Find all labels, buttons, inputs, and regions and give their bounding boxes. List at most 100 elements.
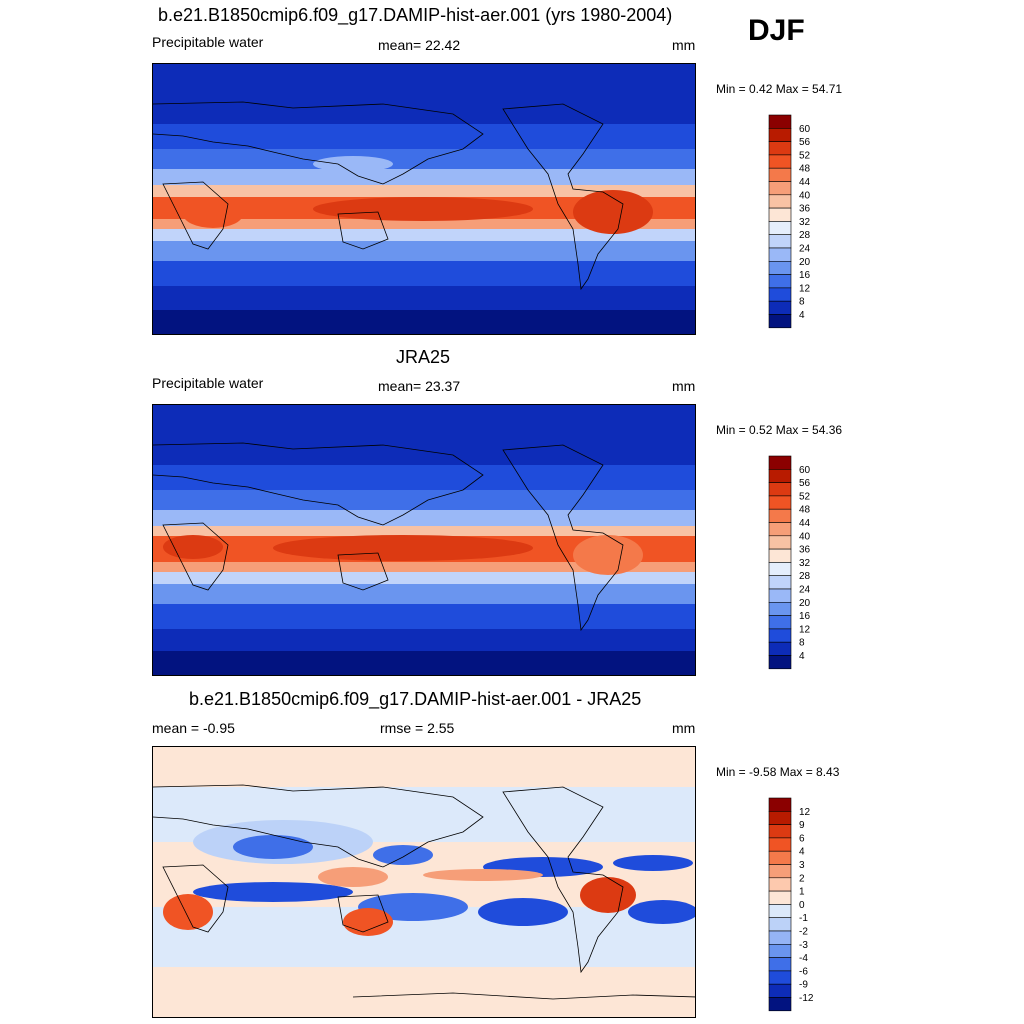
panel2-units: mm — [672, 378, 696, 394]
colorbar-label: 32 — [799, 217, 811, 228]
colorbar-box-11 — [768, 944, 792, 958]
panel1-variable-label: Precipitable water — [152, 34, 264, 50]
colorbar-label: 36 — [799, 204, 811, 215]
colorbar-label: 44 — [799, 518, 811, 529]
colorbar-label: -3 — [799, 940, 808, 951]
colorbar-label: 60 — [799, 465, 811, 476]
colorbar-label: 20 — [799, 257, 811, 268]
panel2-field — [153, 405, 695, 675]
colorbar-label: 48 — [799, 505, 811, 516]
panel2-minmax: Min = 0.52 Max = 54.36 — [716, 423, 843, 437]
colorbar-label: 6 — [799, 833, 805, 844]
colorbar-label: 52 — [799, 150, 811, 161]
colorbar-label: 8 — [799, 638, 805, 649]
colorbar-box-2 — [768, 482, 792, 497]
colorbar-box-6 — [768, 877, 792, 892]
colorbar-label: 40 — [799, 531, 811, 542]
colorbar-box-13 — [768, 628, 792, 643]
panel3-minmax: Min = -9.58 Max = 8.43 — [716, 765, 840, 779]
colorbar-label: 4 — [799, 310, 805, 321]
colorbar-box-7 — [768, 548, 792, 563]
panel3-coastlines — [153, 784, 695, 1000]
colorbar-label: 56 — [799, 478, 811, 489]
colorbar-box-5 — [768, 522, 792, 537]
colorbar-box-0 — [768, 797, 792, 812]
colorbar-box-1 — [768, 469, 792, 483]
panel3-colorbar-svg: 12 9 6 4 3 2 1 0 -1 -2 -3 -4 -6 -9 -12 — [768, 797, 814, 1012]
colorbar-box-6 — [768, 194, 792, 209]
colorbar-box-2 — [768, 141, 792, 156]
colorbar-box-14 — [768, 641, 792, 656]
colorbar-label: 12 — [799, 283, 811, 294]
colorbar-label: 0 — [799, 900, 805, 911]
colorbar-box-14 — [768, 983, 792, 998]
colorbar-label: 60 — [799, 124, 811, 135]
colorbar-box-13 — [768, 970, 792, 985]
colorbar-label: 40 — [799, 190, 811, 201]
colorbar-box-15 — [768, 655, 792, 670]
colorbar-label: 12 — [799, 624, 811, 635]
colorbar-box-11 — [768, 602, 792, 616]
colorbar-label: 52 — [799, 491, 811, 502]
colorbar-box-9 — [768, 575, 792, 590]
panel2-map — [152, 404, 696, 676]
colorbar-label: 9 — [799, 820, 805, 831]
colorbar-box-1 — [768, 128, 792, 142]
colorbar-label: 32 — [799, 558, 811, 569]
colorbar-box-10 — [768, 247, 792, 262]
colorbar-box-7 — [768, 207, 792, 222]
colorbar-box-3 — [768, 495, 792, 510]
colorbar-label: 16 — [799, 611, 811, 622]
panel2-title: JRA25 — [396, 347, 451, 367]
colorbar-label: 24 — [799, 585, 811, 596]
colorbar-label: -1 — [799, 913, 808, 924]
colorbar-box-10 — [768, 930, 792, 945]
panel1-map — [152, 63, 696, 335]
colorbar-box-4 — [768, 167, 792, 182]
colorbar-label: 24 — [799, 244, 811, 255]
colorbar-box-4 — [768, 508, 792, 523]
panel3-map — [152, 746, 696, 1018]
colorbar-label: 3 — [799, 860, 805, 871]
colorbar-label: -9 — [799, 980, 808, 991]
colorbar-label: 48 — [799, 164, 811, 175]
panel1-title: b.e21.B1850cmip6.f09_g17.DAMIP-hist-aer.… — [158, 5, 673, 25]
colorbar-box-8 — [768, 221, 792, 236]
colorbar-label: 20 — [799, 598, 811, 609]
colorbar-label: 28 — [799, 230, 811, 241]
colorbar-box-0 — [768, 114, 792, 129]
colorbar-box-13 — [768, 287, 792, 302]
colorbar-box-11 — [768, 261, 792, 275]
colorbar-label: 36 — [799, 545, 811, 556]
colorbar-label: 8 — [799, 297, 805, 308]
colorbar-box-4 — [768, 850, 792, 865]
panel1-units: mm — [672, 37, 696, 53]
colorbar-label: -12 — [799, 993, 814, 1004]
panel3-colorbar: 12 9 6 4 3 2 1 0 -1 -2 -3 -4 -6 -9 -12 — [768, 797, 829, 1012]
colorbar-box-12 — [768, 957, 792, 972]
panel1-colorbar: 60 56 52 48 44 40 36 32 28 24 20 16 12 8 4 — [768, 114, 829, 329]
colorbar-label: 16 — [799, 270, 811, 281]
colorbar-box-8 — [768, 904, 792, 919]
colorbar-box-9 — [768, 234, 792, 249]
colorbar-label: 2 — [799, 873, 805, 884]
colorbar-box-2 — [768, 824, 792, 839]
panel1-mean: mean= 22.42 — [378, 37, 461, 53]
colorbar-box-15 — [768, 997, 792, 1012]
panel1-colorbar-svg: 60 56 52 48 44 40 36 32 28 24 20 16 12 8 4 — [768, 114, 811, 329]
panel1-coastlines — [153, 101, 624, 291]
colorbar-box-7 — [768, 890, 792, 905]
panel2-mean: mean= 23.37 — [378, 378, 461, 394]
colorbar-box-8 — [768, 562, 792, 577]
colorbar-box-9 — [768, 917, 792, 932]
colorbar-box-12 — [768, 615, 792, 630]
colorbar-box-5 — [768, 864, 792, 879]
colorbar-label: 4 — [799, 847, 805, 858]
panel3-mean: mean = -0.95 — [152, 720, 235, 736]
panel3-field — [153, 747, 695, 1017]
panel1-field — [153, 64, 695, 334]
colorbar-label: 12 — [799, 807, 811, 818]
panel3-rmse: rmse = 2.55 — [380, 720, 455, 736]
colorbar-box-3 — [768, 154, 792, 169]
panel1-minmax: Min = 0.42 Max = 54.71 — [716, 82, 843, 96]
